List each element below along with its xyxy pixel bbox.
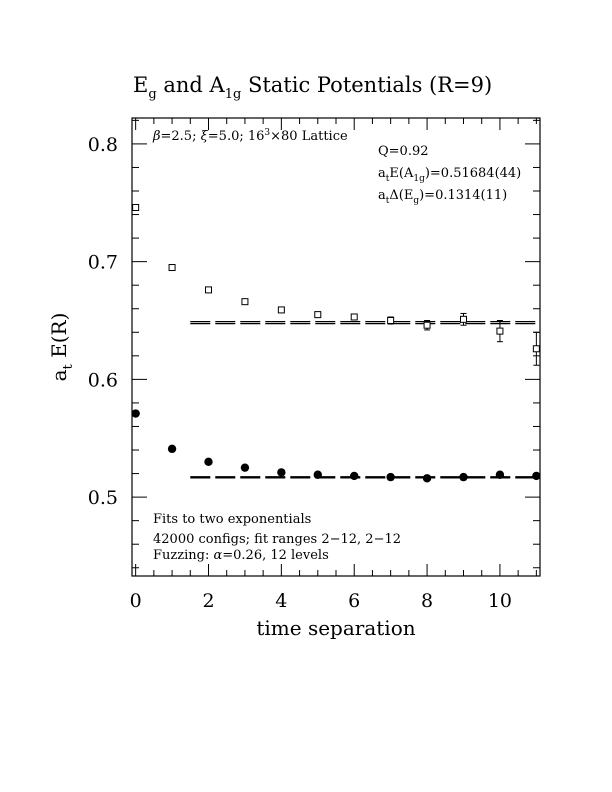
data-point-square [423, 321, 431, 329]
chart-title: Eg and A1g Static Potentials (R=9) [133, 73, 492, 102]
data-point-circle [532, 471, 541, 481]
data-point-square [460, 315, 467, 323]
x-tick-label: 0 [130, 590, 142, 612]
data-point-square [241, 298, 249, 306]
axis-ticks [132, 118, 540, 576]
energy-gap-annotation: atΔ(Eg)=0.1314(11) [378, 188, 507, 206]
data-point-circle [422, 474, 432, 483]
data-point-square [168, 264, 176, 272]
data-point-circle [167, 444, 177, 454]
data-point-square [532, 345, 540, 353]
y-tick-label: 0.8 [88, 134, 118, 156]
data-point-circle [386, 472, 395, 482]
x-tick-label: 4 [275, 590, 287, 612]
x-tick-label: 2 [202, 590, 214, 612]
tick-labels: 0 2 4 6 8 10 0.5 0.6 0.7 0.8 [88, 134, 512, 612]
data-point-square [277, 306, 285, 314]
data-point-circle [459, 472, 468, 482]
fit-lines [190, 320, 538, 479]
data-points [131, 203, 541, 483]
data-point-circle [277, 468, 286, 477]
data-point-square [132, 203, 140, 211]
data-point-square [314, 311, 322, 319]
data-point-circle [204, 457, 213, 466]
fuzzing-annotation: Fuzzing: α=0.26, 12 levels [153, 548, 329, 563]
data-point-square [387, 317, 395, 325]
data-point-circle [350, 471, 359, 481]
x-axis-label: time separation [256, 616, 415, 640]
x-tick-label: 6 [348, 590, 360, 612]
fits-annotation: Fits to two exponentials [153, 512, 311, 527]
lattice-annotation: β=2.5; ξ=5.0; 163×80 Lattice [152, 128, 348, 144]
configs-annotation: 42000 configs; fit ranges 2−12, 2−12 [153, 532, 401, 547]
q-annotation: Q=0.92 [378, 144, 429, 159]
data-point-square [496, 327, 504, 335]
y-tick-label: 0.7 [88, 252, 118, 274]
data-point-circle [240, 463, 250, 472]
y-tick-label: 0.5 [88, 487, 118, 509]
data-point-square [350, 313, 358, 321]
data-point-square [205, 286, 212, 294]
x-tick-label: 8 [421, 590, 433, 612]
plot-frame [131, 117, 541, 577]
energy-a1g-annotation: atE(A1g)=0.51684(44) [378, 166, 521, 184]
x-tick-label: 10 [488, 590, 512, 612]
data-point-circle [313, 470, 322, 479]
data-point-circle [495, 470, 505, 479]
y-tick-label: 0.6 [88, 369, 118, 391]
y-axis-label: at E(R) [47, 313, 76, 382]
data-point-circle [131, 409, 140, 418]
